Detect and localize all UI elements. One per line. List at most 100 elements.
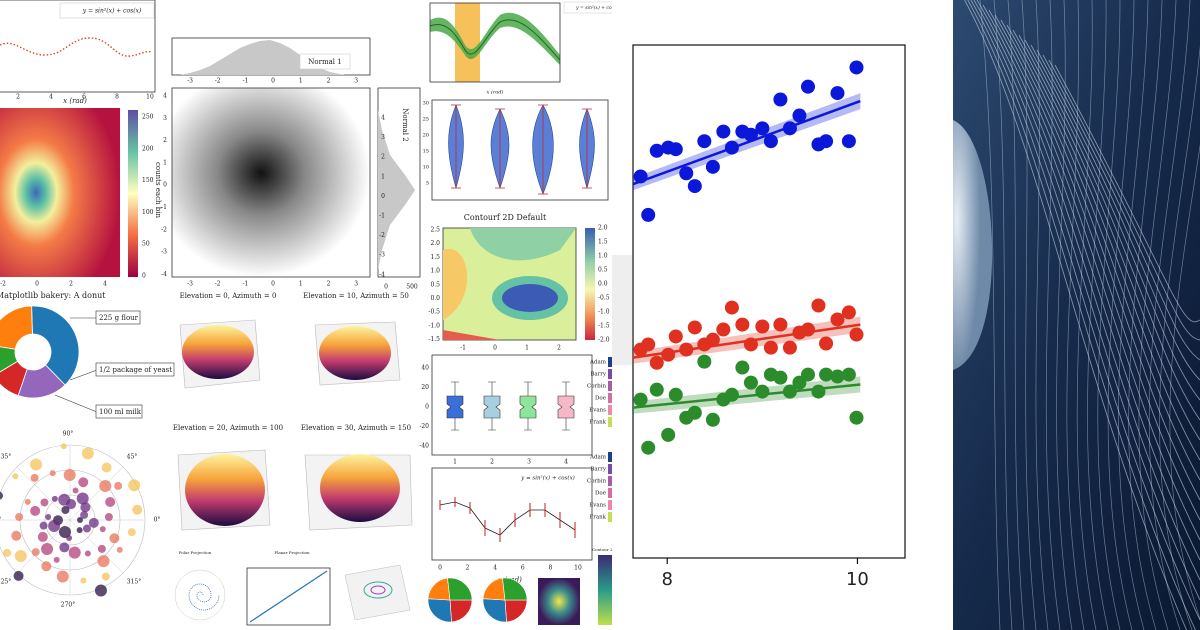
beam (1042, 54, 1200, 361)
axes-frame (632, 44, 906, 559)
tick-label: 0.5 (430, 281, 440, 288)
point (763, 340, 778, 355)
tick-label: 1 (299, 78, 303, 85)
subplot-title: Elevation = 0, Azimuth = 0 (180, 292, 277, 300)
point (633, 169, 648, 184)
point (743, 375, 758, 390)
polar-dot (41, 543, 54, 556)
tick-label: 2 (466, 565, 470, 572)
polar-dot (0, 491, 4, 500)
point (849, 327, 864, 342)
contour-fill (470, 228, 576, 261)
point (830, 86, 845, 101)
name-label: Barry (590, 467, 607, 473)
box (557, 395, 575, 419)
donut-label: 100 ml milk (99, 408, 142, 416)
axes-frame (431, 467, 593, 561)
histogram (378, 110, 415, 270)
beam (970, 0, 1200, 621)
legend-box (299, 53, 351, 70)
polar-dot (41, 561, 52, 572)
legend-text: Normal 2 (401, 108, 409, 141)
point (830, 369, 845, 384)
point (763, 134, 778, 149)
polar-dot (80, 577, 87, 584)
polar-dot (109, 533, 120, 544)
tick-label: 20 (423, 133, 429, 139)
polar-dot (132, 504, 143, 515)
point (679, 166, 694, 181)
tick-label: -2 (161, 226, 167, 233)
point (782, 384, 797, 399)
pie-slice (504, 599, 528, 623)
legend-text: y = sin²(x) + cos(x) (82, 8, 142, 15)
tick-label: 5 (426, 181, 429, 187)
point (811, 298, 826, 313)
axes-frame (429, 2, 561, 83)
sphere (185, 454, 265, 526)
label-box (95, 404, 143, 419)
x-tick-label: 10 (846, 569, 869, 590)
tick-label: 10 (423, 165, 429, 171)
point (849, 410, 864, 425)
polar-dot (105, 497, 116, 508)
tick-label: -2 (0, 281, 6, 288)
tick-label: 20 (421, 384, 429, 391)
polar-dot (104, 513, 113, 522)
tick-label: 2 (490, 459, 494, 466)
tick-label: 3 (527, 459, 531, 466)
polar-dot (99, 526, 106, 533)
colorbar (128, 110, 138, 277)
lattice (964, 0, 1200, 630)
tick-label: 6 (521, 565, 525, 572)
x-axis-label: x (rad) (63, 97, 87, 105)
point (661, 347, 676, 362)
regression-line (632, 99, 861, 186)
polar-dot (101, 572, 110, 581)
pie-slice (427, 598, 452, 623)
tick-label: 2 (327, 78, 331, 85)
beam (1066, 0, 1085, 630)
name-label: Adam (589, 455, 607, 461)
polar-dot (116, 546, 123, 553)
spiral (188, 583, 220, 611)
polar-dot (127, 528, 136, 537)
error-line (439, 501, 576, 536)
tick-label: 0 (381, 193, 385, 200)
angle-label: 135° (0, 454, 11, 461)
tick-label: 6 (82, 94, 86, 101)
angle-label: 90° (63, 431, 74, 438)
beam (1169, 144, 1200, 620)
polar-dot (76, 527, 83, 534)
point (841, 305, 856, 320)
tick-label: -2 (379, 232, 385, 239)
polar-dot (56, 570, 69, 583)
histogram-2d (171, 87, 371, 278)
polar-dot (128, 479, 141, 492)
name-label: Adam (589, 360, 607, 366)
beam (1159, 45, 1200, 630)
tick-label: 4 (493, 565, 497, 572)
polar-dot (84, 550, 91, 557)
angle-label: 225° (0, 579, 11, 586)
polar-dot (94, 584, 107, 597)
tick-label: 1 (163, 159, 167, 166)
tick-label: -1 (242, 78, 248, 85)
beam (1107, 0, 1135, 630)
name-label: Corbin (587, 479, 606, 485)
tick-label: -1 (161, 204, 167, 211)
point (668, 329, 683, 344)
tick-label: 1 (525, 345, 529, 352)
beam (1118, 0, 1149, 630)
tick-label: 2.5 (430, 227, 440, 234)
line (249, 570, 328, 623)
tick-label: -0.5 (428, 309, 440, 316)
beam (1006, 24, 1200, 481)
pies (427, 577, 528, 623)
tick-label: 3 (163, 115, 167, 122)
polar-dot (37, 531, 48, 542)
violin-whisker (495, 108, 505, 189)
subplot-title: Elevation = 10, Azimuth = 50 (303, 292, 409, 300)
tick-label: 25 (423, 117, 429, 123)
